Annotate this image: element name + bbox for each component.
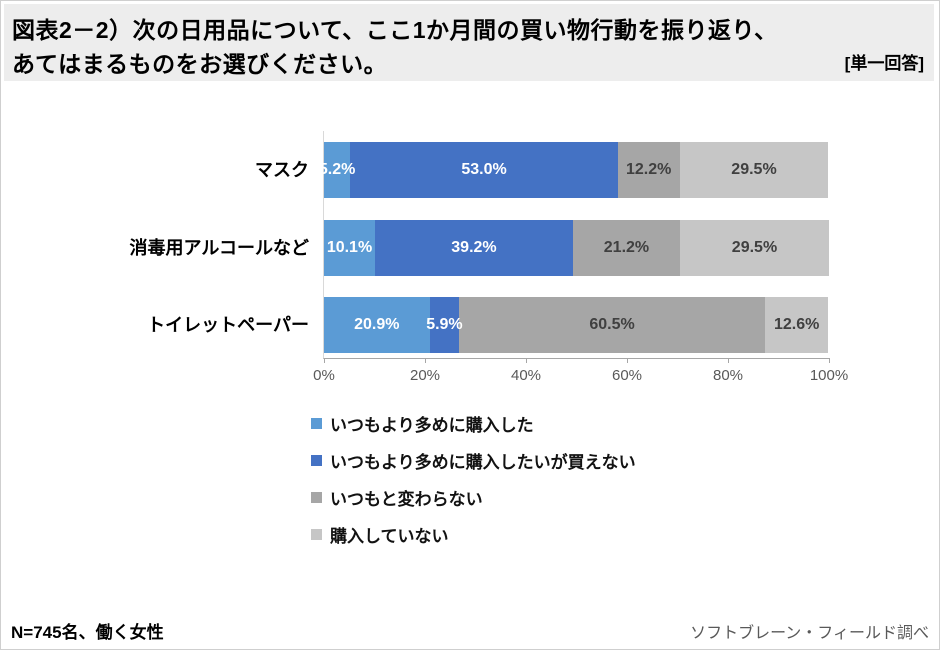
category-label: マスク: [255, 160, 309, 180]
legend-item: いつもより多めに購入した: [311, 405, 636, 442]
legend-item: いつもと変わらない: [311, 479, 636, 516]
bar-segment: 12.6%: [764, 297, 829, 353]
bar-value-label: 12.6%: [773, 316, 820, 333]
category-label: 消毒用アルコールなど: [129, 238, 309, 258]
legend-swatch-icon: [311, 529, 322, 540]
legend: いつもより多めに購入したいつもより多めに購入したいが買えない いつもと変わらない購…: [311, 405, 636, 553]
bar-segment: 21.2%: [572, 220, 680, 276]
legend-label: いつもより多めに購入したいが買えない: [330, 453, 636, 472]
bar-value-label: 29.5%: [731, 161, 777, 178]
legend-item: いつもより多めに購入したいが買えない: [311, 442, 636, 479]
axis-tick: [627, 358, 628, 363]
bar-value-label: 12.2%: [626, 161, 672, 178]
bar-value-label: 60.5%: [589, 316, 635, 333]
bar-segment: 10.1%: [324, 220, 375, 276]
chart-title-line1: 図表2－2）次の日用品について、ここ1か月間の買い物行動を振り返り、: [12, 17, 778, 43]
bar-segment: 29.5%: [680, 220, 829, 276]
legend-swatch-icon: [311, 455, 322, 466]
bar-segment: 29.5%: [679, 142, 829, 198]
bar-segment: 12.2%: [617, 142, 680, 198]
legend-swatch-icon: [311, 418, 322, 429]
bar-segment: 53.0%: [350, 142, 618, 198]
sample-note: N=745名、働く女性: [11, 623, 164, 642]
bar-value-label: 5.2%: [318, 161, 356, 178]
legend-item: 購入していない: [311, 516, 636, 553]
bar-segment: 39.2%: [375, 220, 573, 276]
bar-row: 5.2% 53.0% 12.2% 29.5%: [319, 142, 829, 198]
axis-tick: [425, 358, 426, 363]
axis-tick: [728, 358, 729, 363]
bar-value-label: 39.2%: [451, 239, 497, 256]
axis-tick: [324, 358, 325, 363]
bar-row: 20.9% 5.9% 60.5% 12.6%: [324, 297, 829, 353]
bar-segment: 20.9%: [324, 297, 430, 353]
category-label: トイレットペーパー: [147, 315, 309, 335]
bar-row: 10.1% 39.2% 21.2% 29.5%: [324, 220, 829, 276]
legend-label: 購入していない: [330, 527, 449, 546]
bar-value-label: 10.1%: [326, 239, 373, 256]
bar-segment: 5.9%: [426, 297, 463, 353]
axis-tick-label: 60%: [611, 367, 643, 384]
axis-tick-label: 80%: [712, 367, 744, 384]
plot-area: 5.2% 53.0% 12.2% 29.5% 10.1% 39.2% 21.2% 29.5% 2…: [313, 131, 848, 384]
bar-segment: 60.5%: [459, 297, 765, 353]
axis-tick-label: 0%: [313, 367, 335, 384]
source-credit: ソフトブレーン・フィールド調べ: [690, 625, 929, 642]
header-band: 図表2－2）次の日用品について、ここ1か月間の買い物行動を振り返り、 あてはまる…: [4, 4, 934, 81]
bar-value-label: 29.5%: [731, 239, 778, 256]
axis-tick: [526, 358, 527, 363]
bar-value-label: 5.9%: [426, 316, 463, 333]
legend-label: いつもと変わらない: [330, 490, 483, 509]
axis-tick-label: 40%: [510, 367, 542, 384]
bar-value-label: 53.0%: [461, 161, 507, 178]
axis-tick-label: 100%: [809, 367, 849, 384]
answer-type-label: [単一回答]: [844, 54, 924, 73]
bar-value-label: 21.2%: [603, 239, 650, 256]
bar-value-label: 20.9%: [354, 316, 400, 333]
axis-tick: [829, 358, 830, 363]
legend-label: いつもより多めに購入した: [330, 416, 534, 435]
legend-swatch-icon: [311, 492, 322, 503]
chart-title-line2: あてはまるものをお選びください。: [12, 51, 388, 77]
bar-segment: 5.2%: [319, 142, 355, 198]
axis-tick-label: 20%: [409, 367, 441, 384]
